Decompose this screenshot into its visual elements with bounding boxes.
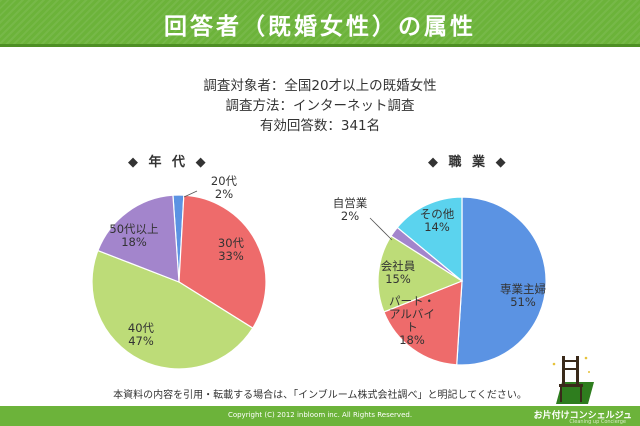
job-chart-title: ◆ 職 業 ◆ [428,155,509,170]
title-underline [0,44,640,47]
brand-name: お片付けコンシェルジュ [533,411,632,421]
age-chart-title: ◆ 年 代 ◆ [128,155,209,170]
citation-note: 本資料の内容を引用・転載する場合は、「インブルーム株式会社調べ」と明記してくださ… [113,390,527,401]
age-label-2: 40代 47% [128,321,155,348]
age-leader-0 [183,190,198,198]
job-label-2: 会社員 15% [381,259,416,286]
job-slice-1 [383,280,463,366]
age-label-1: 30代 33% [218,236,245,263]
survey-target: 調査対象者：全国20才以上の既婚女性 [203,78,437,94]
job-slice-0 [456,196,547,366]
chair-logo-icon [552,356,594,404]
age-slice-2 [91,249,254,370]
job-label-0: 専業主婦 51% [500,282,546,309]
brand-subtitle: Cleaning up Concierge [569,419,626,425]
title-banner: 回答者（既婚女性）の属性 [0,0,640,44]
job-label-1: パート・アルバイト 18% [389,294,435,347]
age-slice-3 [97,194,180,283]
copyright-text: Copyright (C) 2012 inbloom inc. All Righ… [227,411,413,419]
page-title: 回答者（既婚女性）の属性 [164,14,476,40]
survey-info: 調査対象者：全国20才以上の既婚女性 調査方法：インターネット調査 有効回答数：… [0,76,640,136]
footer-bar: Copyright (C) 2012 inbloom inc. All Righ… [0,406,640,426]
job-leader-3 [369,217,393,241]
survey-method: 調査方法：インターネット調査 [225,98,415,114]
job-label-4: その他 14% [420,207,455,234]
survey-count: 有効回答数：341名 [259,118,381,134]
age-label-3: 50代以上 18% [109,222,158,249]
age-label-0: 20代 2% [211,174,238,201]
job-slice-2 [377,235,464,313]
age-slice-1 [178,194,267,329]
job-slice-4 [396,196,463,283]
job-label-3: 自営業 2% [333,196,368,223]
